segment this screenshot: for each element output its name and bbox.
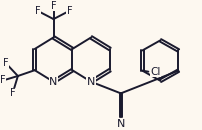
Text: N: N	[87, 77, 95, 87]
Text: F: F	[0, 75, 6, 85]
Text: F: F	[51, 1, 56, 11]
Text: F: F	[3, 58, 9, 69]
Text: F: F	[10, 88, 16, 98]
Text: N: N	[49, 77, 58, 87]
Text: F: F	[35, 6, 40, 16]
Text: F: F	[66, 6, 72, 16]
Text: Cl: Cl	[150, 67, 160, 77]
Text: N: N	[117, 119, 125, 129]
